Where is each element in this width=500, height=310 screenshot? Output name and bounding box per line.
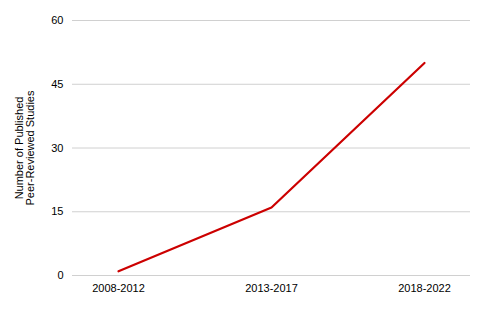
svg-text:30: 30 [51, 142, 63, 154]
svg-text:45: 45 [51, 78, 63, 90]
svg-text:Number of PublishedPeer-Review: Number of PublishedPeer-Reviewed Studies [13, 90, 36, 205]
svg-text:2008-2012: 2008-2012 [92, 282, 145, 294]
svg-text:2018-2022: 2018-2022 [398, 282, 451, 294]
svg-text:2013-2017: 2013-2017 [245, 282, 298, 294]
svg-text:60: 60 [51, 14, 63, 26]
svg-text:15: 15 [51, 205, 63, 217]
svg-text:0: 0 [57, 269, 63, 281]
